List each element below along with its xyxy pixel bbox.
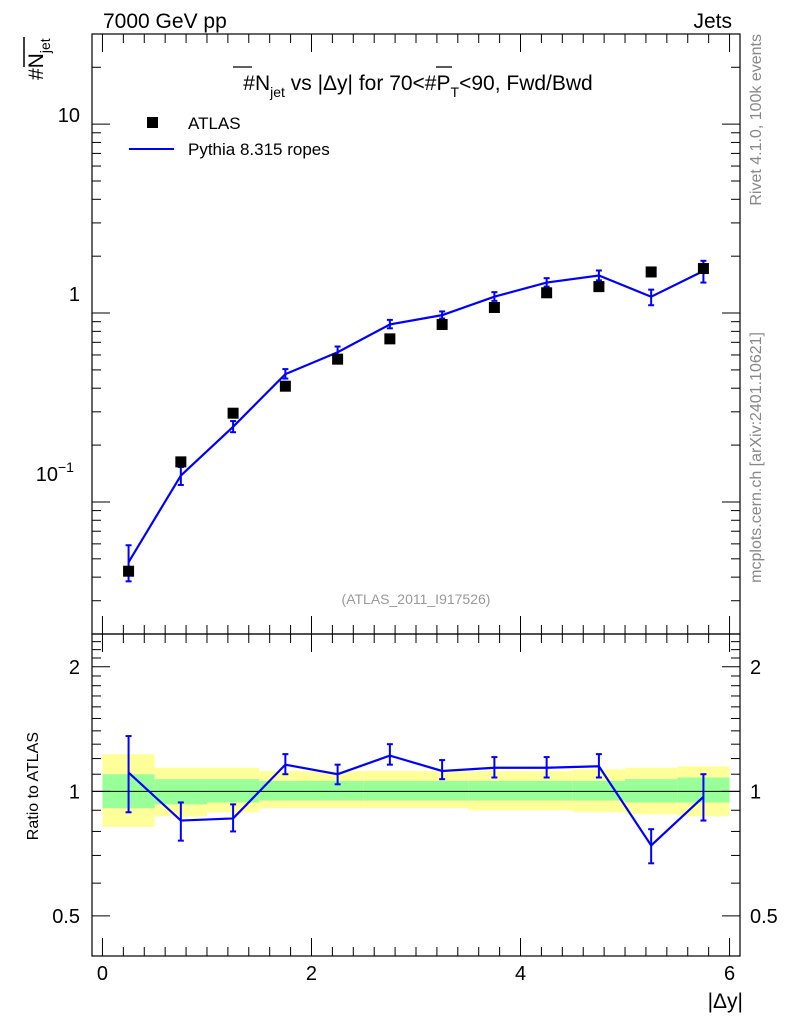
ratio-ytick-label: 2	[69, 657, 80, 679]
main-data-point	[488, 301, 500, 313]
ratio-tick-labels: 0.5 0.5 1 1 2 2 0 2 4 6	[52, 657, 778, 985]
title-t-sub: T	[451, 84, 460, 100]
ratio-uncertainty-bands	[102, 754, 730, 827]
ratio-xlabel: |Δy|	[708, 990, 743, 1013]
legend-mc-label: Pythia 8.315 ropes	[188, 140, 330, 159]
main-panel: #Njet vs |Δy| for 70<#PT<90, Fwd/Bwd ATL…	[36, 33, 741, 635]
ratio-axes	[91, 633, 741, 957]
ratio-panel: 0.5 0.5 1 1 2 2 0 2 4 6 Ratio to ATLAS |Δy|	[25, 633, 778, 1013]
title-mid: vs |Δy| for 70<#	[285, 72, 437, 95]
ratio-ytick-label: 1	[69, 781, 80, 803]
ratio-xtick-label: 6	[724, 963, 735, 985]
mcplots-side-label: mcplots.cern.ch [arXiv:2401.10621]	[748, 332, 765, 583]
main-ytick-label-1: 1	[69, 284, 80, 306]
main-data-point	[436, 318, 448, 330]
legend-data-label: ATLAS	[188, 114, 241, 133]
main-plot-title: #Njet vs |Δy| for 70<#PT<90, Fwd/Bwd	[243, 72, 592, 100]
main-data-point	[541, 287, 553, 299]
title-jet-sub: jet	[269, 84, 285, 100]
ratio-band-inner	[625, 779, 678, 803]
ratio-ytick-label-right: 0.5	[750, 906, 778, 928]
main-data-point	[332, 353, 344, 365]
ratio-mc-series	[125, 735, 707, 865]
main-data-series	[123, 263, 709, 577]
main-ytick-label-10: 10	[58, 105, 80, 127]
main-data-point	[645, 266, 657, 278]
header-collision-label: 7000 GeV pp	[103, 10, 227, 33]
analysis-watermark: (ATLAS_2011_I917526)	[342, 591, 491, 607]
header-category-label: Jets	[693, 10, 732, 33]
main-data-point	[123, 565, 135, 577]
ratio-band-inner	[416, 780, 469, 801]
ratio-ytick-label: 0.5	[52, 906, 80, 928]
ratio-xtick-label: 4	[515, 963, 526, 985]
main-ytick-label-0.1-base: 10	[36, 464, 58, 486]
main-ylabel-n: N	[25, 53, 48, 68]
ratio-band-inner	[468, 780, 521, 801]
main-ytick-label-0.1-exp: −1	[58, 459, 74, 475]
ratio-band-inner	[206, 779, 260, 803]
main-data-point	[593, 281, 605, 293]
main-data-point	[227, 407, 239, 419]
ratio-ytick-label-right: 2	[750, 657, 761, 679]
title-hash: #	[243, 72, 255, 95]
ratio-ytick-label-right: 1	[750, 781, 761, 803]
title-post: <90, Fwd/Bwd	[459, 72, 593, 95]
main-data-point	[279, 380, 291, 392]
ratio-band-inner	[363, 780, 416, 801]
rivet-side-label: Rivet 4.1.0, 100k events	[748, 34, 765, 206]
ratio-band-inner	[311, 780, 364, 801]
main-mc-line	[127, 269, 704, 563]
ratio-band-inner	[520, 780, 573, 801]
legend-data-marker	[147, 117, 158, 128]
main-ylabel-sub: jet	[37, 38, 53, 54]
main-mc-series	[125, 259, 707, 583]
ratio-band-inner	[259, 780, 312, 801]
svg-text:#Njet: #Njet	[25, 38, 53, 80]
main-ytick-label-0.1: 10	[36, 464, 58, 486]
title-n: N	[255, 72, 270, 95]
ratio-mc-line	[127, 754, 705, 848]
ratio-ylabel: Ratio to ATLAS	[25, 732, 42, 840]
main-ylabel-hash: #	[25, 68, 48, 80]
main-data-point	[384, 333, 396, 345]
ratio-xtick-label: 2	[306, 963, 317, 985]
ratio-xtick-label: 0	[97, 963, 108, 985]
main-ylabel: #Njet	[23, 37, 53, 80]
main-data-point	[697, 263, 709, 275]
main-data-point	[175, 456, 187, 468]
title-p: P	[437, 72, 451, 95]
ratio-band-inner	[572, 780, 626, 801]
